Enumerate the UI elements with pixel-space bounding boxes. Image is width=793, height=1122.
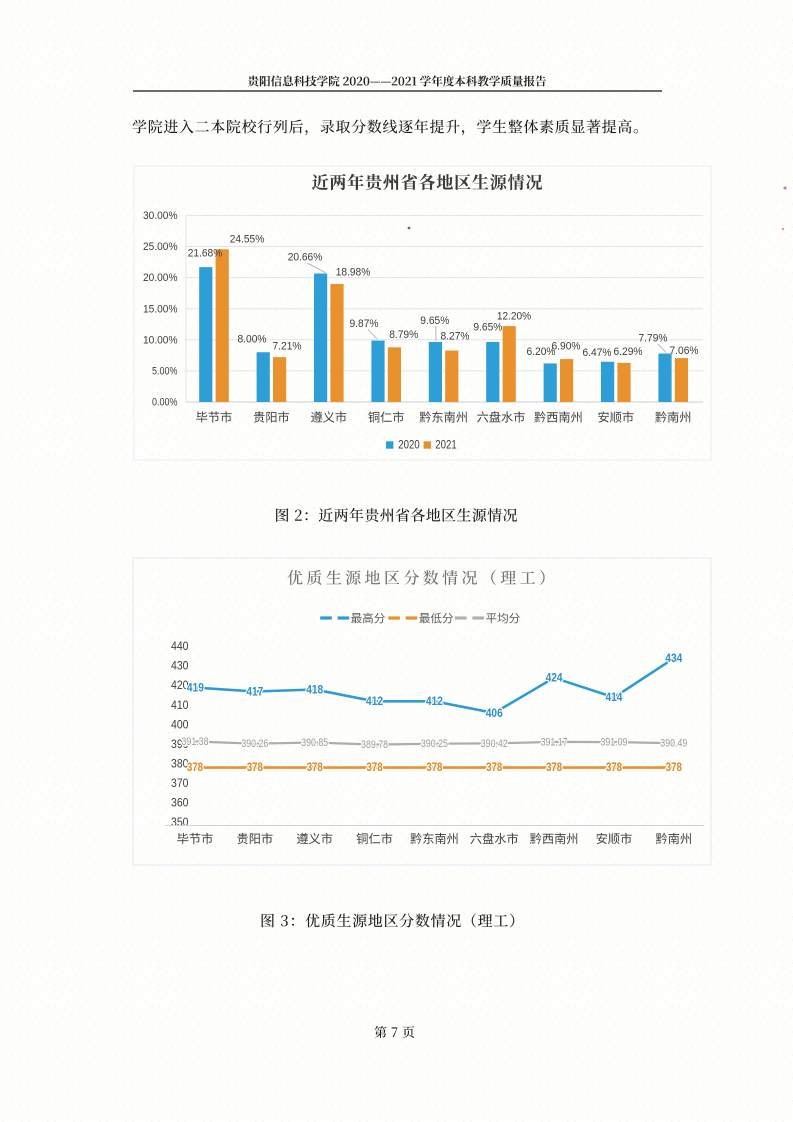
svg-text:8.79%: 8.79% xyxy=(389,329,418,341)
svg-text:6.29%: 6.29% xyxy=(614,346,643,358)
svg-text:391.09: 391.09 xyxy=(600,736,627,748)
svg-text:6.20%: 6.20% xyxy=(527,346,556,358)
svg-text:24.55%: 24.55% xyxy=(230,234,265,246)
svg-text:390.49: 390.49 xyxy=(660,738,687,750)
svg-text:2021: 2021 xyxy=(435,438,457,452)
svg-text:18.98%: 18.98% xyxy=(336,267,371,279)
svg-text:390.25: 390.25 xyxy=(421,738,448,750)
svg-text:350: 350 xyxy=(171,815,189,829)
svg-text:389.78: 389.78 xyxy=(361,739,388,751)
svg-text:412: 412 xyxy=(366,694,383,708)
svg-text:417: 417 xyxy=(246,684,263,698)
svg-text:20.00%: 20.00% xyxy=(143,272,178,284)
svg-text:7.06%: 7.06% xyxy=(670,345,699,357)
svg-text:7.79%: 7.79% xyxy=(639,333,668,345)
svg-text:378: 378 xyxy=(546,760,562,774)
svg-text:8.00%: 8.00% xyxy=(238,334,267,346)
svg-text:419: 419 xyxy=(187,680,204,694)
svg-text:406: 406 xyxy=(486,706,503,720)
svg-text:412: 412 xyxy=(426,694,443,708)
svg-text:400: 400 xyxy=(171,717,189,731)
svg-text:420: 420 xyxy=(171,678,189,692)
svg-text:378: 378 xyxy=(666,760,682,774)
svg-text:391.17: 391.17 xyxy=(541,736,568,748)
svg-text:378: 378 xyxy=(426,760,442,774)
svg-text:378: 378 xyxy=(367,760,383,774)
svg-text:25.00%: 25.00% xyxy=(143,241,178,253)
svg-text:378: 378 xyxy=(187,760,203,774)
svg-text:9.65%: 9.65% xyxy=(473,322,502,334)
svg-text:8.27%: 8.27% xyxy=(441,331,470,343)
svg-text:15.00%: 15.00% xyxy=(143,303,178,315)
svg-text:430: 430 xyxy=(171,659,189,673)
svg-text:6.90%: 6.90% xyxy=(552,341,581,353)
svg-text:418: 418 xyxy=(306,682,323,696)
svg-text:9.65%: 9.65% xyxy=(420,315,449,327)
svg-text:440: 440 xyxy=(171,639,189,653)
svg-text:5.00%: 5.00% xyxy=(152,366,178,378)
svg-text:2020: 2020 xyxy=(398,438,420,452)
svg-text:410: 410 xyxy=(171,698,189,712)
svg-text:7.21%: 7.21% xyxy=(273,341,302,353)
svg-text:6.47%: 6.47% xyxy=(583,347,612,359)
svg-text:378: 378 xyxy=(606,760,622,774)
svg-text:30.00%: 30.00% xyxy=(143,210,178,222)
svg-text:390.42: 390.42 xyxy=(481,738,508,750)
svg-text:424: 424 xyxy=(546,671,563,685)
svg-text:378: 378 xyxy=(486,760,502,774)
svg-text:20.66%: 20.66% xyxy=(288,252,323,264)
svg-text:21.68%: 21.68% xyxy=(188,247,223,259)
svg-text:360: 360 xyxy=(171,795,189,809)
svg-text:12.20%: 12.20% xyxy=(497,310,531,322)
svg-text:380: 380 xyxy=(171,756,189,770)
svg-text:10.00%: 10.00% xyxy=(143,334,178,346)
svg-text:390: 390 xyxy=(171,737,189,751)
svg-text:378: 378 xyxy=(247,760,263,774)
svg-text:391.38: 391.38 xyxy=(182,736,209,748)
svg-text:9.87%: 9.87% xyxy=(350,318,379,330)
svg-text:390.85: 390.85 xyxy=(301,737,328,749)
svg-text:414: 414 xyxy=(605,690,622,704)
svg-text:378: 378 xyxy=(307,760,323,774)
svg-text:0.00%: 0.00% xyxy=(152,397,178,409)
svg-text:434: 434 xyxy=(665,651,682,665)
svg-text:390.26: 390.26 xyxy=(241,738,268,750)
svg-text:370: 370 xyxy=(171,776,189,790)
